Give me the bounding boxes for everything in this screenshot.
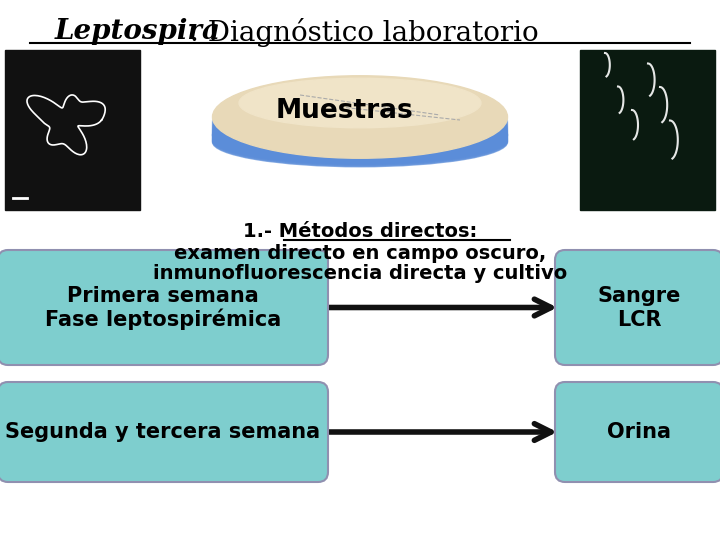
FancyBboxPatch shape bbox=[555, 250, 720, 365]
Ellipse shape bbox=[212, 111, 508, 161]
Ellipse shape bbox=[212, 102, 508, 151]
Ellipse shape bbox=[212, 102, 508, 152]
Bar bbox=[5, 50, 140, 210]
Text: Fase leptospirémica: Fase leptospirémica bbox=[45, 309, 281, 330]
Text: . Diagnóstico laboratorio: . Diagnóstico laboratorio bbox=[190, 18, 539, 47]
Bar bbox=[580, 50, 715, 210]
Text: Primera semana: Primera semana bbox=[67, 286, 259, 306]
Text: LCR: LCR bbox=[617, 309, 661, 329]
FancyBboxPatch shape bbox=[0, 382, 328, 482]
Ellipse shape bbox=[212, 105, 508, 155]
Ellipse shape bbox=[212, 76, 508, 158]
Ellipse shape bbox=[212, 106, 508, 156]
Ellipse shape bbox=[212, 110, 508, 160]
Ellipse shape bbox=[212, 98, 508, 148]
Text: examen directo en campo oscuro,: examen directo en campo oscuro, bbox=[174, 244, 546, 263]
Text: Leptospira: Leptospira bbox=[55, 18, 221, 45]
Ellipse shape bbox=[212, 115, 508, 165]
Ellipse shape bbox=[212, 112, 508, 162]
FancyBboxPatch shape bbox=[555, 382, 720, 482]
Ellipse shape bbox=[212, 114, 508, 164]
Ellipse shape bbox=[212, 113, 508, 163]
Ellipse shape bbox=[212, 100, 508, 150]
Ellipse shape bbox=[212, 107, 508, 157]
Text: Sangre: Sangre bbox=[598, 286, 680, 306]
Text: 1.- Métodos directos:: 1.- Métodos directos: bbox=[243, 222, 477, 241]
Ellipse shape bbox=[212, 116, 508, 166]
Ellipse shape bbox=[212, 112, 508, 158]
Text: Segunda y tercera semana: Segunda y tercera semana bbox=[6, 422, 320, 442]
Text: inmunofluorescencia directa y cultivo: inmunofluorescencia directa y cultivo bbox=[153, 264, 567, 283]
Text: Muestras: Muestras bbox=[276, 98, 414, 124]
Ellipse shape bbox=[239, 78, 481, 128]
Ellipse shape bbox=[212, 103, 508, 153]
Ellipse shape bbox=[212, 104, 508, 154]
Ellipse shape bbox=[212, 96, 508, 146]
Ellipse shape bbox=[212, 97, 508, 147]
FancyBboxPatch shape bbox=[0, 250, 328, 365]
Ellipse shape bbox=[212, 99, 508, 148]
Ellipse shape bbox=[212, 108, 508, 158]
Ellipse shape bbox=[212, 117, 508, 167]
Ellipse shape bbox=[212, 109, 508, 159]
Text: Orina: Orina bbox=[607, 422, 671, 442]
